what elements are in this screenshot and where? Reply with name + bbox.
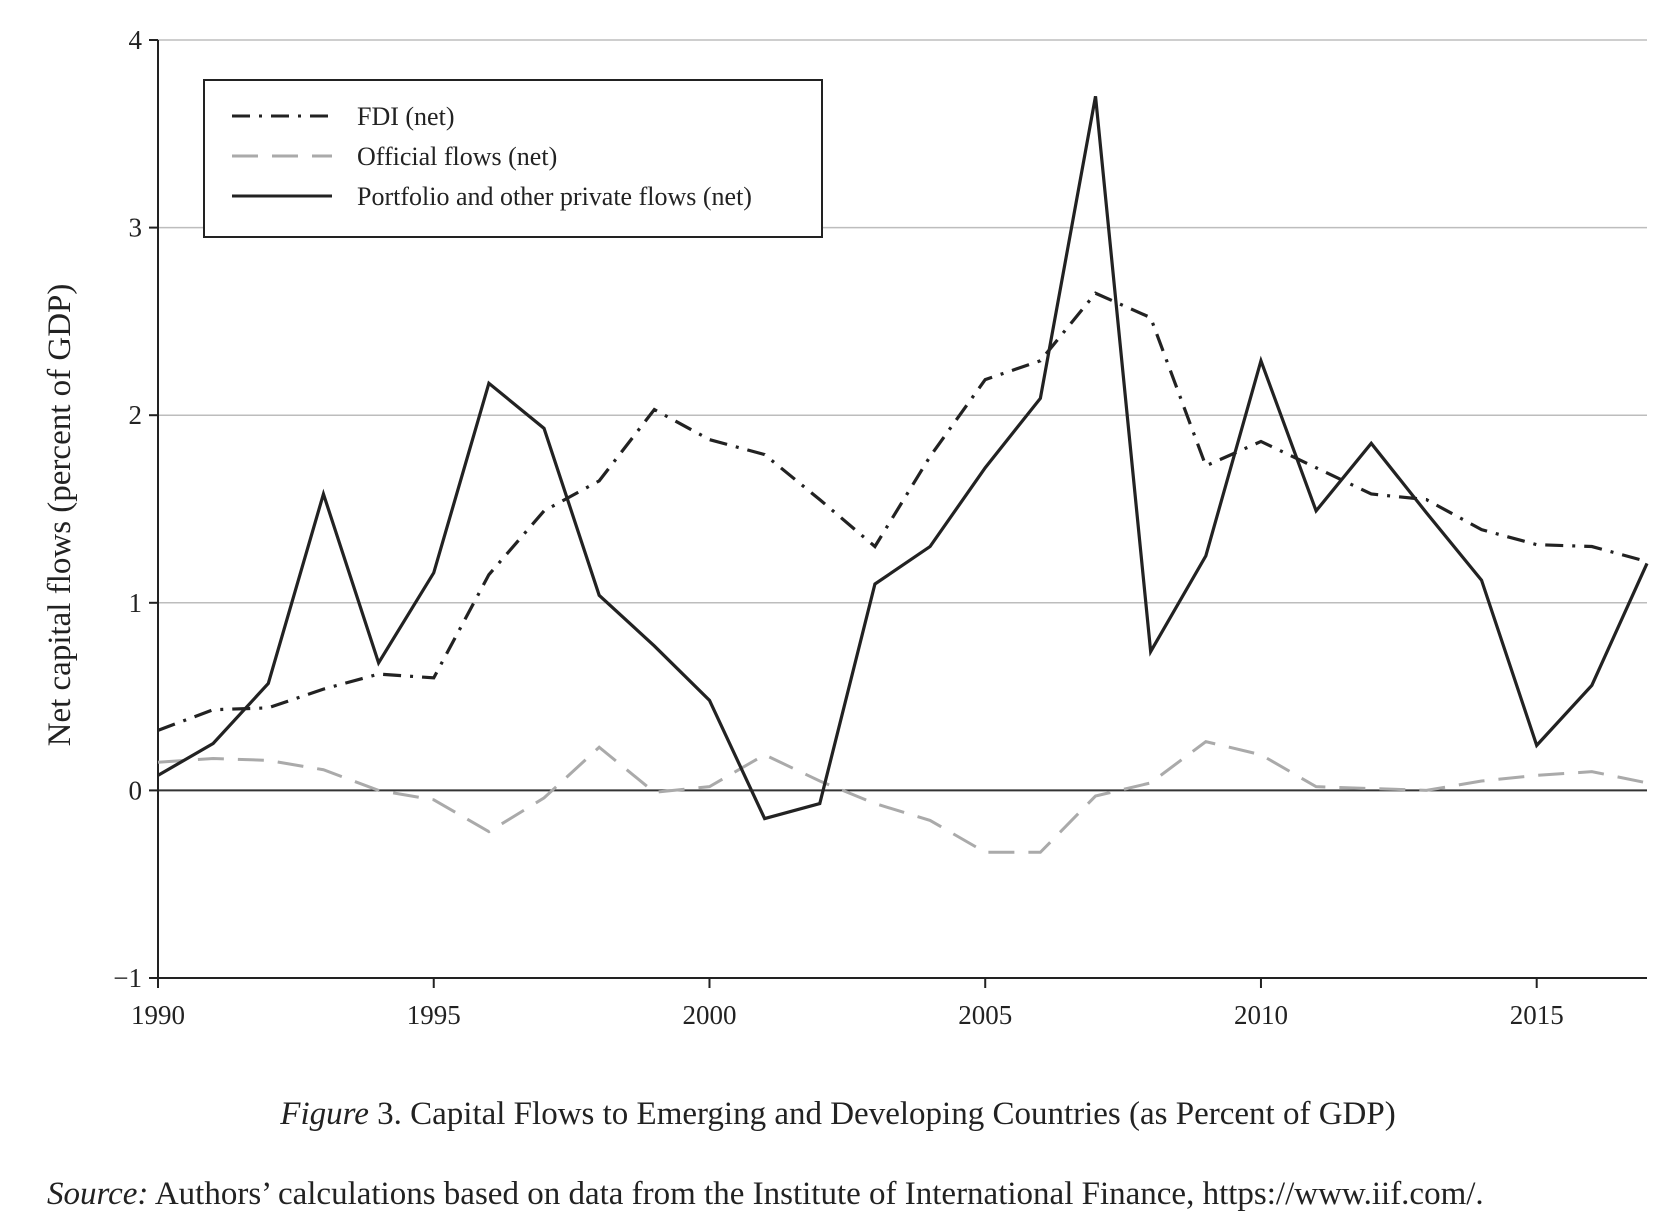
source-note: Source: Authors’ calculations based on d… (47, 1176, 1667, 1213)
series-lines (157, 95, 1649, 854)
x-tick-label: 2005 (958, 1000, 1012, 1030)
legend-label-1: Official flows (net) (357, 142, 557, 171)
y-tick-label: −1 (113, 963, 142, 993)
source-label: Source: (47, 1176, 149, 1212)
legend-label-0: FDI (net) (357, 102, 454, 131)
y-tick-label: 0 (129, 775, 143, 805)
tick-labels: −1 0 1 2 3 4 1990 1995 2000 2005 2010 2015 (113, 25, 1563, 1030)
x-tick-label: 2010 (1234, 1000, 1288, 1030)
legend-box (203, 79, 823, 238)
legend: FDI (net) Official flows (net) Portfolio a… (203, 79, 823, 238)
y-tick-label: 2 (129, 400, 143, 430)
y-axis-title: Net capital flows (percent of GDP) (42, 284, 78, 747)
x-tick-label: 1995 (407, 1000, 461, 1030)
series-line-2 (157, 95, 1649, 821)
x-tick-label: 1990 (131, 1000, 185, 1030)
y-tick-label: 3 (129, 213, 143, 243)
x-tick-label: 2015 (1510, 1000, 1564, 1030)
axes (149, 39, 1647, 988)
series-line-1 (157, 740, 1648, 854)
source-text: Authors’ calculations based on data from… (148, 1176, 1484, 1212)
x-tick-label: 2000 (682, 1000, 736, 1030)
line-chart: −1 0 1 2 3 4 1990 1995 2000 2005 2010 2015 Net capi… (42, 25, 1649, 1030)
y-tick-label: 1 (129, 588, 143, 618)
figure-label: Figure (280, 1096, 369, 1132)
legend-label-2: Portfolio and other private flows (net) (357, 182, 752, 211)
y-tick-label: 4 (129, 25, 143, 55)
figure-caption-text: 3. Capital Flows to Emerging and Develop… (368, 1096, 1396, 1132)
figure-caption: Figure 3. Capital Flows to Emerging and … (0, 1096, 1676, 1133)
